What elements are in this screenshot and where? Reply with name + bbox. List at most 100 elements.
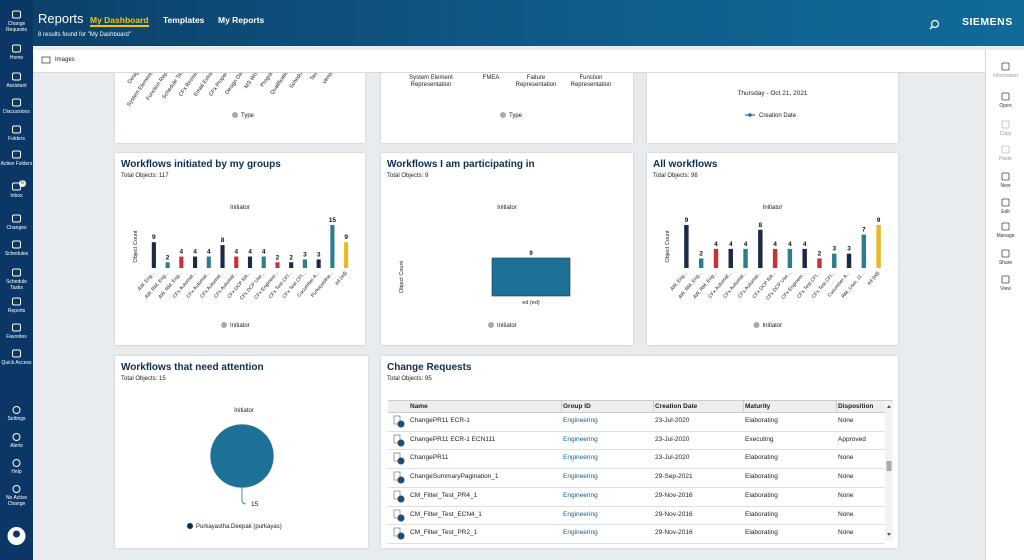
rail-command[interactable]: Edit: [1001, 209, 1010, 215]
nav-item[interactable]: Changes: [6, 225, 27, 231]
rail-command[interactable]: Open: [999, 103, 1012, 109]
nav-item[interactable]: Home: [9, 55, 24, 61]
avatar-head: [13, 530, 20, 538]
nav-item[interactable]: Active Folders: [0, 161, 33, 167]
legend-label: Type: [509, 113, 523, 119]
value-label: 4: [248, 249, 252, 256]
icon-shape: [12, 323, 21, 332]
rail-command[interactable]: Information: [992, 73, 1018, 79]
nav-item[interactable]: Change Requests: [5, 21, 28, 33]
bar: [247, 256, 253, 268]
table-cell: 29-Sep-2021: [655, 473, 693, 481]
rail-command[interactable]: Manage: [996, 233, 1015, 239]
icon-badge: [397, 476, 405, 484]
table-cell[interactable]: ChangePR11 ECR-1: [410, 417, 470, 424]
icon-shape: [1001, 275, 1010, 284]
bar: [698, 258, 704, 268]
dashboard: Design System Element... Function Rep... Sc…: [33, 73, 985, 560]
table-cell: None: [838, 417, 854, 424]
card: Workflows I am participating in Total Obj…: [381, 153, 633, 345]
value-label: 4: [788, 241, 792, 248]
table-cell[interactable]: CM_Filter_Test_PR4_1: [410, 491, 478, 499]
nav-item[interactable]: Help: [11, 469, 22, 475]
table-cell: Engineering: [563, 510, 598, 518]
icon-doc: [393, 509, 401, 518]
tab[interactable]: My Dashboard: [90, 15, 149, 27]
table-cell[interactable]: CM_Filter_Test_ECN4_1: [410, 510, 482, 518]
nav-icon: [12, 459, 21, 467]
value-label: 2: [289, 254, 293, 261]
images-tab[interactable]: Images: [55, 57, 75, 63]
icon-shape: [1001, 120, 1010, 129]
table-cell: Engineering: [563, 435, 598, 443]
row-icon: [393, 509, 405, 521]
nav-item[interactable]: Schedule Tasks: [6, 279, 27, 291]
rail-command[interactable]: Share: [998, 260, 1013, 266]
images-icon: [41, 56, 51, 64]
chart: Initiator Object Count 9 ed (ed) Initiator: [399, 205, 571, 329]
table-cell[interactable]: ChangeSummaryPagination_1: [410, 473, 499, 481]
rail-command[interactable]: View: [1000, 286, 1011, 292]
bar: [832, 253, 837, 268]
bar: [846, 253, 852, 268]
table-cell: None: [838, 473, 854, 481]
tab[interactable]: Templates: [163, 15, 205, 25]
table-cell: Engineering: [563, 529, 598, 537]
column-header[interactable]: Maturity: [745, 403, 771, 410]
legend-marker: [221, 322, 227, 328]
table-cell[interactable]: CM_Filter_Test_PR2_1: [410, 529, 478, 537]
scroll-thumb: [886, 461, 892, 471]
legend-label: Initiator: [230, 323, 250, 329]
nav-item[interactable]: Folders: [8, 136, 25, 142]
value-label: 3: [832, 246, 836, 253]
icon-shape: [12, 485, 21, 493]
rail-command[interactable]: Copy: [999, 131, 1012, 137]
table-cell[interactable]: ChangePR11: [410, 454, 449, 462]
icon-shape: [12, 125, 21, 134]
bar: [220, 245, 225, 268]
card-total: Total Objects: 95: [387, 376, 432, 382]
column-header[interactable]: Name: [410, 403, 428, 410]
column-header[interactable]: Group ID: [563, 403, 591, 410]
icon-shape: [12, 349, 21, 358]
nav-item[interactable]: Schedules: [4, 251, 29, 257]
nav-item[interactable]: Discussions: [3, 109, 30, 115]
icon-badge: [397, 532, 405, 540]
table-scrollbar: [885, 401, 893, 541]
card-title: Workflows that need attention: [121, 362, 264, 373]
nav-item[interactable]: Quick Access: [1, 360, 32, 366]
value-label: 15: [251, 501, 259, 508]
nav-icon: [12, 406, 21, 414]
column-header[interactable]: Disposition: [838, 403, 874, 410]
nav-item[interactable]: Inbox: [10, 193, 23, 199]
rail-command[interactable]: Paste: [999, 156, 1012, 162]
row-icon: [393, 434, 405, 447]
value-label: 15: [329, 217, 337, 224]
icon-shape: [41, 56, 51, 64]
table-cell: Engineering: [563, 454, 598, 462]
value-label: 9: [152, 234, 156, 241]
column-header[interactable]: Creation Date: [655, 403, 698, 410]
nav-item[interactable]: No Active Change: [5, 495, 28, 507]
table-cell[interactable]: ChangePR11 ECR-1 ECN111: [410, 435, 496, 443]
table-cell: None: [838, 454, 854, 462]
icon-shape: [12, 98, 21, 107]
chart-title: Initiator: [230, 205, 250, 211]
table-cell: 23-Jul-2020: [655, 435, 690, 443]
card: Thursday - Oct 21, 2021 Creation Date: [647, 73, 898, 143]
nav-icon: [12, 182, 21, 191]
nav-item[interactable]: Assistant: [6, 83, 27, 89]
nav-icon: [12, 485, 21, 493]
nav-item[interactable]: Settings: [7, 416, 26, 422]
icon-doc: [393, 434, 401, 444]
nav-icon: [12, 72, 21, 81]
rail-command[interactable]: New: [1000, 183, 1011, 189]
icon-badge: [397, 420, 405, 428]
tab[interactable]: My Reports: [218, 15, 265, 25]
bar: [684, 225, 689, 268]
nav-item[interactable]: Favorites: [6, 334, 27, 340]
nav-item[interactable]: Reports: [7, 308, 26, 314]
value-label: 4: [803, 241, 807, 248]
nav-item[interactable]: Alerts: [10, 443, 23, 449]
